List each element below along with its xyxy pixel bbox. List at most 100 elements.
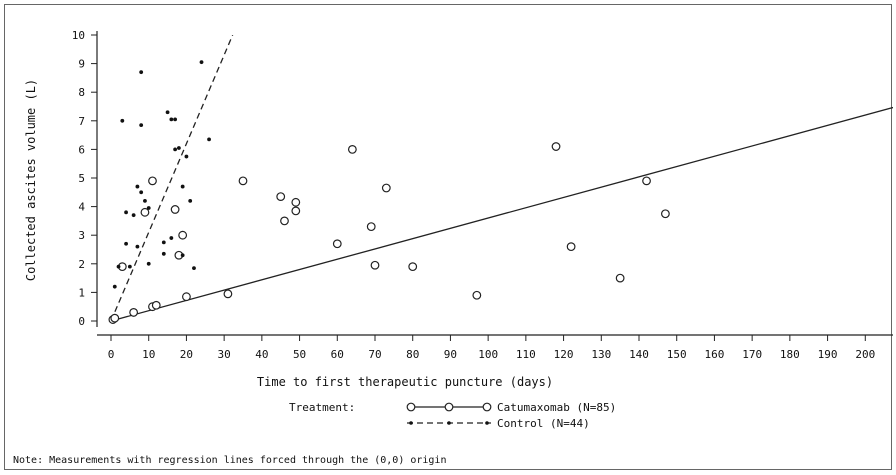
data-point-catumaxomab <box>347 144 357 154</box>
x-tick-label: 140 <box>629 348 649 361</box>
data-point-catumaxomab <box>223 289 233 299</box>
x-tick-label: 0 <box>108 348 115 361</box>
legend-marker-catumaxomab <box>406 402 416 412</box>
data-point-control <box>135 244 140 249</box>
data-point-catumaxomab <box>566 242 576 252</box>
data-point-catumaxomab <box>151 300 161 310</box>
legend-label-control: Control (N=44) <box>497 417 590 430</box>
y-axis-title: Collected ascites volume (L) <box>24 79 38 281</box>
x-tick-label: 50 <box>293 348 306 361</box>
x-tick-label: 170 <box>742 348 762 361</box>
data-point-catumaxomab <box>238 176 248 186</box>
y-tick-label: 2 <box>78 258 85 271</box>
data-point-catumaxomab <box>381 183 391 193</box>
data-point-catumaxomab <box>615 273 625 283</box>
x-tick-label: 60 <box>331 348 344 361</box>
data-point-control <box>116 264 121 269</box>
data-point-control <box>124 241 128 246</box>
data-point-control <box>173 117 178 122</box>
data-point-control <box>112 284 117 289</box>
legend-marker-catumaxomab <box>482 402 492 412</box>
data-point-control <box>169 236 174 240</box>
data-point-control <box>143 198 147 203</box>
data-point-control <box>120 118 125 123</box>
legend-marker-catumaxomab <box>444 402 454 412</box>
data-point-control <box>139 123 144 127</box>
data-point-control <box>192 266 196 270</box>
x-tick-label: 10 <box>142 348 155 361</box>
y-tick-label: 1 <box>78 286 85 299</box>
x-tick-label: 120 <box>554 348 574 361</box>
legend-title: Treatment: <box>289 401 355 414</box>
data-point-catumaxomab <box>182 292 191 302</box>
y-tick-label: 8 <box>78 86 85 99</box>
legend-marker-control <box>485 421 489 425</box>
x-tick-label: 110 <box>516 348 536 361</box>
data-point-catumaxomab <box>370 260 380 270</box>
data-point-control <box>165 110 170 115</box>
legend-marker-control <box>409 421 413 425</box>
data-point-catumaxomab <box>178 230 188 240</box>
data-point-control <box>180 253 185 258</box>
data-point-control <box>135 184 140 189</box>
data-point-control <box>176 146 181 150</box>
data-point-catumaxomab <box>170 205 180 214</box>
x-tick-label: 160 <box>704 348 724 361</box>
x-tick-label: 80 <box>406 348 419 361</box>
x-tick-label: 150 <box>667 348 687 361</box>
y-tick-label: 4 <box>78 201 85 214</box>
data-point-catumaxomab <box>332 239 342 249</box>
x-tick-label: 130 <box>591 348 611 361</box>
data-point-catumaxomab <box>408 262 418 272</box>
legend-label-catumaxomab: Catumaxomab (N=85) <box>497 401 616 414</box>
x-tick-label: 30 <box>218 348 231 361</box>
x-tick-label: 90 <box>444 348 457 361</box>
data-point-control <box>207 137 211 142</box>
regression-line-control <box>111 35 234 322</box>
data-point-control <box>161 240 166 245</box>
data-point-control <box>173 147 178 152</box>
y-tick-label: 0 <box>78 315 85 328</box>
regression-line-catumaxomab <box>111 106 893 322</box>
x-tick-label: 100 <box>478 348 498 361</box>
data-point-control <box>169 117 174 122</box>
data-point-control <box>139 190 144 195</box>
y-tick-label: 6 <box>78 143 85 156</box>
data-point-catumaxomab <box>472 290 482 300</box>
x-tick-label: 20 <box>180 348 193 361</box>
data-point-catumaxomab <box>129 308 139 317</box>
data-point-control <box>146 206 151 210</box>
data-point-control <box>184 154 189 159</box>
data-point-control <box>124 210 128 215</box>
y-tick-label: 7 <box>78 115 85 128</box>
note-text: Note: Measurements with regression lines… <box>13 455 446 466</box>
data-point-catumaxomab <box>140 207 150 217</box>
data-point-catumaxomab <box>366 222 376 232</box>
data-point-control <box>131 213 136 218</box>
legend: Treatment: Catumaxomab (N=85) Control (N… <box>289 401 616 430</box>
x-axis-title: Time to first therapeutic puncture (days… <box>257 375 553 389</box>
y-tick-label: 5 <box>78 172 85 185</box>
data-point-catumaxomab <box>110 313 120 323</box>
data-point-catumaxomab <box>551 142 561 151</box>
data-point-catumaxomab <box>291 197 301 207</box>
data-point-control <box>161 251 166 256</box>
data-point-catumaxomab <box>276 192 286 201</box>
y-tick-label: 10 <box>72 29 85 42</box>
x-tick-label: 180 <box>780 348 800 361</box>
data-point-control <box>199 60 204 65</box>
data-point-catumaxomab <box>642 176 651 186</box>
chart-frame: 0 1 2 3 4 5 6 7 8 9 10 0 10 20 30 40 50 60 70 80 90 100 110 120… <box>4 4 893 470</box>
data-point-control <box>188 198 193 203</box>
regression-group <box>111 35 893 322</box>
data-point-catumaxomab <box>148 176 157 186</box>
x-tick-label: 190 <box>818 348 838 361</box>
x-tick-label: 40 <box>255 348 268 361</box>
data-point-control <box>127 264 132 269</box>
x-tick-label: 200 <box>855 348 875 361</box>
data-point-control <box>146 261 151 266</box>
y-tick-label: 3 <box>78 229 85 242</box>
data-point-control <box>139 70 144 75</box>
